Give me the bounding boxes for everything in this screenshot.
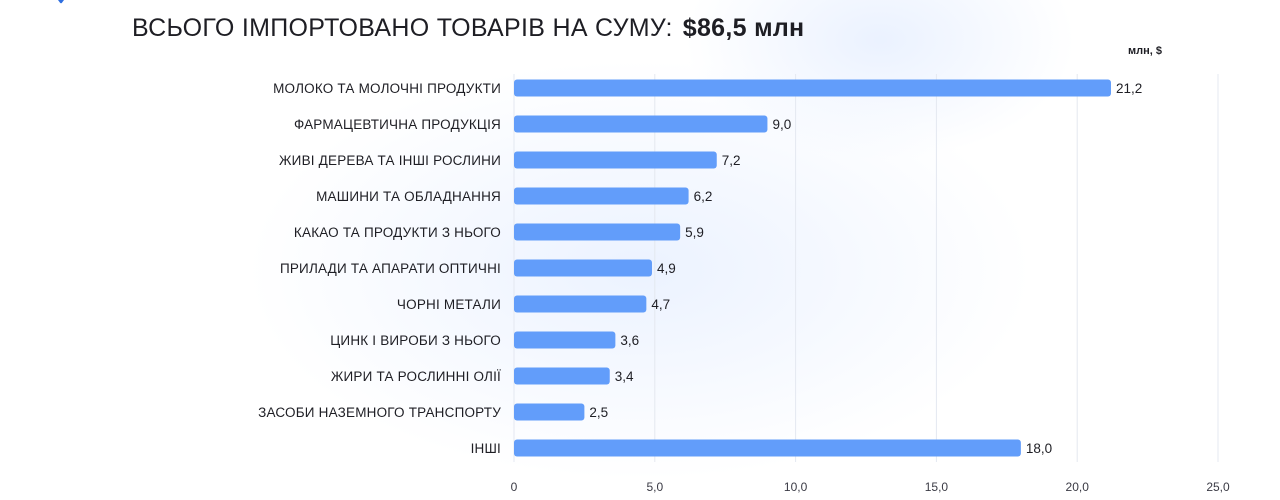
data-label: 18,0 — [1026, 441, 1052, 456]
category-labels: МОЛОКО ТА МОЛОЧНІ ПРОДУКТИ ФАРМАЦЕВТИЧНА … — [258, 81, 501, 456]
data-label: 7,2 — [722, 153, 741, 168]
data-label: 3,6 — [620, 333, 639, 348]
data-label: 3,4 — [615, 369, 634, 384]
x-tick-label: 20,0 — [1066, 480, 1090, 494]
bar — [514, 439, 1021, 457]
bar — [514, 151, 717, 169]
bar — [514, 403, 585, 421]
chart-title-lead: ВСЬОГО ІМПОРТОВАНО ТОВАРІВ НА СУМУ: — [132, 14, 673, 42]
category-label: ЗАСОБИ НАЗЕМНОГО ТРАНСПОРТУ — [258, 405, 501, 420]
brand-mark-icon — [58, 0, 64, 4]
x-tick-label: 25,0 — [1206, 480, 1230, 494]
bar — [514, 187, 689, 205]
unit-label: млн, $ — [1128, 45, 1162, 57]
category-label: ЖИРИ ТА РОСЛИННІ ОЛІЇ — [331, 369, 501, 384]
bar — [514, 331, 616, 349]
x-tick-label: 10,0 — [784, 480, 808, 494]
category-label: ПРИЛАДИ ТА АПАРАТИ ОПТИЧНІ — [280, 261, 501, 276]
category-label: ФАРМАЦЕВТИЧНА ПРОДУКЦІЯ — [294, 117, 501, 132]
bar — [514, 79, 1111, 97]
data-label: 21,2 — [1116, 81, 1142, 96]
data-label: 6,2 — [694, 189, 713, 204]
category-label: МОЛОКО ТА МОЛОЧНІ ПРОДУКТИ — [273, 81, 501, 96]
x-tick-label: 5,0 — [646, 480, 663, 494]
chart-title: ВСЬОГО ІМПОРТОВАНО ТОВАРІВ НА СУМУ: $86,5… — [132, 14, 804, 43]
bar — [514, 259, 652, 277]
x-tick-label: 0 — [511, 480, 518, 494]
category-label: ЖИВІ ДЕРЕВА ТА ІНШІ РОСЛИНИ — [279, 153, 501, 168]
category-label: ЧОРНІ МЕТАЛИ — [397, 297, 501, 312]
x-axis-ticks: 0 5,0 10,0 15,0 20,0 25,0 — [511, 480, 1230, 494]
bar — [514, 295, 647, 313]
bar — [514, 223, 681, 241]
bar — [514, 115, 768, 133]
bars — [514, 79, 1111, 457]
category-label: КАКАО ТА ПРОДУКТИ З НЬОГО — [294, 225, 501, 240]
data-label: 4,9 — [657, 261, 676, 276]
category-label: ІНШІ — [471, 441, 501, 456]
chart-title-total: $86,5 млн — [682, 14, 805, 42]
category-label: ЦИНК І ВИРОБИ З НЬОГО — [330, 333, 501, 348]
data-label: 2,5 — [589, 405, 608, 420]
data-label: 5,9 — [685, 225, 704, 240]
data-label: 9,0 — [772, 117, 791, 132]
data-label: 4,7 — [651, 297, 670, 312]
value-labels: 21,2 9,0 7,2 6,2 5,9 4,9 4,7 3,6 3,4 2,5 18,0 — [589, 81, 1142, 456]
category-label: МАШИНИ ТА ОБЛАДНАННЯ — [316, 189, 501, 204]
bar — [514, 367, 610, 385]
x-tick-label: 15,0 — [925, 480, 949, 494]
